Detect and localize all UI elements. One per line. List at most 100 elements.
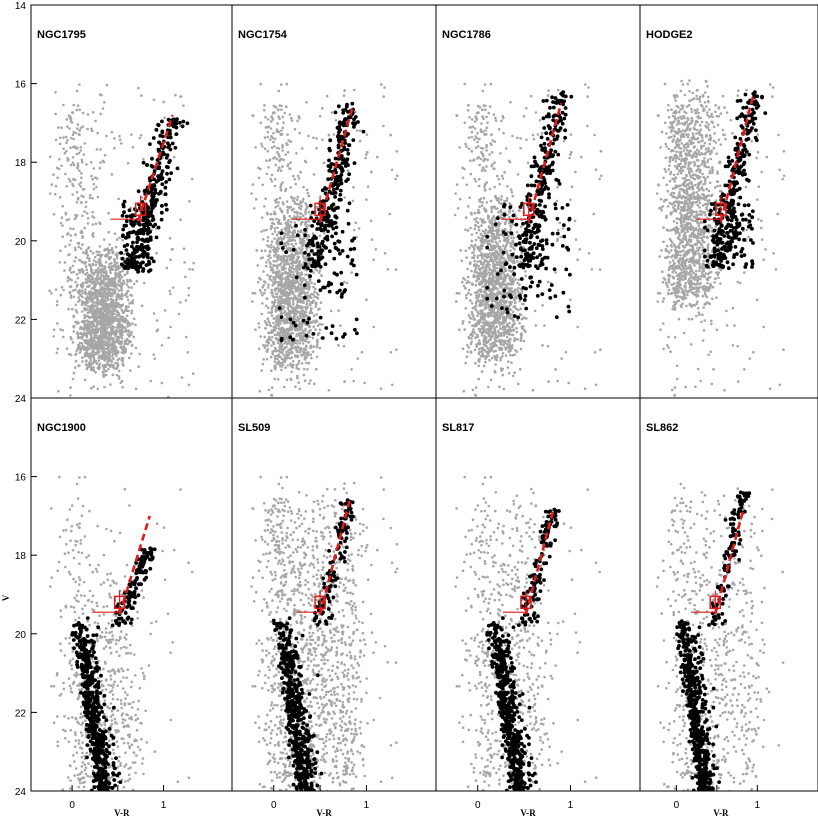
field-star (163, 309, 167, 312)
field-star (79, 126, 83, 130)
field-star (274, 199, 277, 202)
field-star (276, 357, 279, 361)
field-star (126, 329, 129, 333)
field-star (260, 230, 263, 233)
cluster-star (145, 207, 150, 212)
field-star (88, 259, 91, 263)
field-star (165, 266, 169, 270)
field-star (67, 177, 71, 181)
cluster-star (346, 151, 351, 156)
field-star (271, 350, 274, 354)
field-star (103, 313, 107, 316)
field-star (300, 147, 304, 150)
field-star (251, 183, 255, 186)
field-star (318, 346, 322, 350)
field-star (93, 284, 97, 287)
field-star (84, 360, 88, 363)
field-star (76, 214, 79, 217)
field-star (66, 125, 69, 128)
field-star (304, 221, 308, 224)
field-star (272, 104, 276, 108)
field-star (306, 368, 309, 371)
field-star (307, 340, 311, 344)
field-star (281, 333, 285, 337)
field-star (303, 379, 307, 383)
field-star (264, 116, 267, 119)
field-star (598, 268, 602, 271)
field-star (120, 275, 124, 279)
cluster-star (148, 235, 153, 240)
field-star (107, 367, 110, 371)
field-star (350, 271, 353, 274)
field-star (255, 249, 258, 252)
cluster-star (293, 323, 298, 328)
field-star (274, 292, 278, 296)
field-star (100, 273, 103, 277)
field-star (277, 201, 280, 204)
field-star (71, 133, 75, 136)
cluster-star (338, 188, 343, 193)
field-star (309, 353, 313, 357)
field-star (273, 360, 277, 363)
field-star (291, 270, 295, 274)
field-star (78, 83, 81, 86)
field-star (511, 310, 515, 314)
cluster-star (138, 222, 142, 227)
field-star (273, 237, 276, 240)
field-star (97, 261, 100, 264)
cluster-star (124, 219, 129, 224)
field-star (85, 250, 88, 254)
cluster-star (328, 148, 332, 153)
field-star (511, 222, 515, 226)
field-star (49, 192, 52, 195)
field-star (65, 141, 68, 145)
panel-ngc1795: NGC1795 (30, 4, 233, 399)
field-star (99, 344, 102, 348)
field-star (94, 318, 98, 321)
cluster-star (145, 163, 149, 167)
cluster-star (361, 129, 366, 134)
cluster-star (136, 189, 141, 194)
field-star (117, 311, 120, 315)
field-star (103, 265, 107, 268)
field-star (296, 202, 299, 206)
field-star (120, 342, 123, 346)
field-star (300, 348, 303, 352)
field-star (169, 258, 172, 262)
field-star (179, 95, 182, 98)
field-star (107, 265, 111, 269)
field-star (299, 229, 303, 232)
field-star (121, 334, 124, 337)
field-star (276, 378, 280, 381)
field-star (278, 350, 281, 353)
field-star (513, 337, 517, 340)
field-star (321, 107, 324, 110)
field-star (96, 253, 99, 257)
field-star (490, 356, 494, 360)
field-star (64, 213, 68, 216)
field-star (92, 297, 95, 301)
field-star (163, 116, 166, 120)
field-star (129, 206, 133, 209)
field-star (269, 212, 273, 216)
field-star (266, 344, 269, 347)
field-star (117, 339, 120, 342)
field-star (322, 231, 326, 235)
cluster-star (157, 161, 162, 166)
field-star (122, 252, 126, 256)
field-star (86, 285, 89, 288)
field-star (62, 136, 65, 139)
field-star (99, 161, 102, 164)
field-star (95, 294, 98, 298)
field-star (300, 280, 304, 284)
field-star (296, 250, 299, 253)
field-star (276, 337, 280, 341)
field-star (264, 327, 267, 330)
cluster-star (348, 247, 353, 252)
field-star (270, 394, 274, 397)
field-star (98, 327, 102, 331)
field-star (116, 363, 120, 367)
field-star (68, 352, 71, 356)
field-star (59, 249, 62, 252)
field-star (470, 302, 474, 305)
